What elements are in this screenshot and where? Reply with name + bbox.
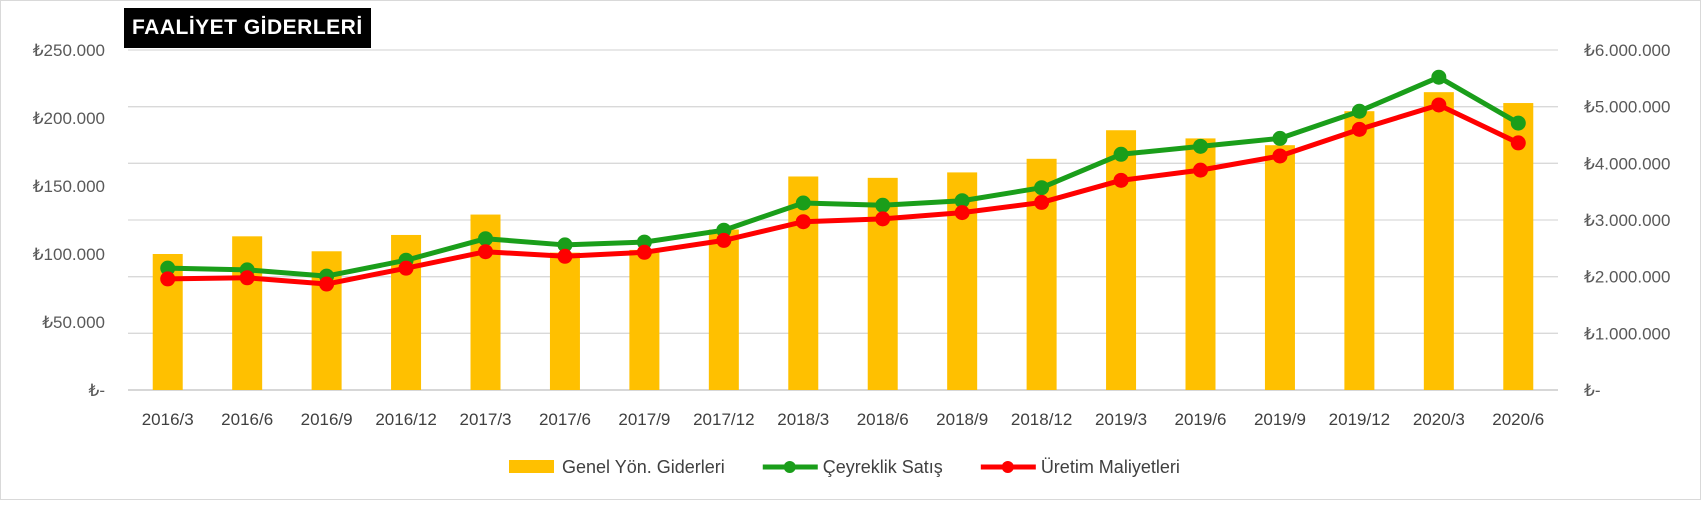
x-tick-label: 2017/3 bbox=[460, 410, 512, 429]
line-point bbox=[795, 214, 811, 230]
line-point bbox=[1193, 162, 1208, 178]
line-point bbox=[160, 271, 176, 287]
left-axis-tick-label: ₺- bbox=[89, 381, 105, 400]
line-point bbox=[1113, 146, 1129, 162]
x-tick-label: 2020/6 bbox=[1492, 410, 1544, 429]
legend-marker bbox=[1001, 461, 1014, 473]
x-tick-label: 2018/12 bbox=[1011, 410, 1072, 429]
x-tick-label: 2019/12 bbox=[1329, 410, 1390, 429]
left-axis-tick-label: ₺150.000 bbox=[33, 177, 105, 196]
bar bbox=[1185, 138, 1216, 390]
right-axis-tick-label: ₺5.000.000 bbox=[1584, 98, 1670, 117]
x-tick-label: 2016/12 bbox=[375, 410, 436, 429]
right-axis-tick-label: ₺3.000.000 bbox=[1584, 211, 1670, 230]
legend-label: Çeyreklik Satış bbox=[823, 457, 943, 477]
line-point bbox=[1431, 69, 1447, 85]
x-tick-label: 2019/9 bbox=[1254, 410, 1306, 429]
x-tick-label: 2019/6 bbox=[1175, 410, 1227, 429]
line-point bbox=[1113, 172, 1129, 188]
line-point bbox=[1272, 130, 1288, 146]
legend-label: Genel Yön. Giderleri bbox=[562, 457, 725, 477]
left-axis-tick-label: ₺100.000 bbox=[33, 245, 105, 264]
legend-marker bbox=[783, 461, 796, 473]
line-point bbox=[1193, 138, 1208, 154]
line-point bbox=[478, 231, 493, 247]
right-axis-tick-label: ₺4.000.000 bbox=[1584, 154, 1670, 173]
bar bbox=[788, 176, 819, 390]
line-point bbox=[795, 195, 811, 211]
x-tick-label: 2019/3 bbox=[1095, 410, 1147, 429]
line-point bbox=[239, 270, 255, 286]
left-axis-tick-label: ₺200.000 bbox=[33, 109, 105, 128]
line-point bbox=[319, 276, 335, 292]
line-point bbox=[478, 244, 493, 260]
x-tick-label: 2017/9 bbox=[618, 410, 670, 429]
line-point bbox=[1431, 97, 1447, 113]
x-tick-label: 2016/6 bbox=[221, 410, 273, 429]
right-axis-tick-label: ₺6.000.000 bbox=[1584, 41, 1670, 60]
line-point bbox=[1510, 115, 1526, 131]
line-point bbox=[1510, 135, 1526, 151]
line-point bbox=[1351, 121, 1367, 137]
bar bbox=[1264, 145, 1295, 390]
x-tick-label: 2018/3 bbox=[777, 410, 829, 429]
line-point bbox=[1034, 180, 1050, 196]
bar bbox=[1423, 92, 1454, 390]
bar bbox=[549, 252, 580, 390]
bar bbox=[1503, 103, 1534, 390]
legend-swatch bbox=[509, 460, 554, 473]
line-point bbox=[636, 244, 652, 260]
x-tick-label: 2017/12 bbox=[693, 410, 754, 429]
line-point bbox=[954, 193, 970, 209]
x-tick-label: 2017/6 bbox=[539, 410, 591, 429]
series-line bbox=[165, 74, 1521, 279]
x-tick-label: 2016/3 bbox=[142, 410, 194, 429]
line-point bbox=[1351, 103, 1367, 119]
line-point bbox=[954, 205, 970, 221]
line-point bbox=[1034, 194, 1050, 210]
bar bbox=[232, 236, 263, 390]
chart-title: FAALİYET GİDERLERİ bbox=[124, 8, 371, 48]
bar bbox=[708, 229, 739, 390]
series-line bbox=[165, 102, 1521, 287]
line-point bbox=[1272, 148, 1288, 164]
bar bbox=[1344, 111, 1375, 390]
right-axis-tick-label: ₺- bbox=[1584, 381, 1600, 400]
x-tick-label: 2020/3 bbox=[1413, 410, 1465, 429]
line-point bbox=[875, 211, 891, 227]
right-axis-tick-label: ₺1.000.000 bbox=[1584, 324, 1670, 343]
bar bbox=[1106, 130, 1137, 391]
line-point bbox=[557, 248, 573, 264]
legend-label: Üretim Maliyetleri bbox=[1041, 457, 1180, 477]
bar bbox=[629, 249, 660, 390]
line-point bbox=[875, 197, 891, 213]
line-point bbox=[398, 260, 414, 276]
left-axis-tick-label: ₺250.000 bbox=[33, 41, 105, 60]
right-axis-tick-label: ₺2.000.000 bbox=[1584, 268, 1670, 287]
line-point bbox=[716, 232, 732, 248]
x-tick-label: 2018/6 bbox=[857, 410, 909, 429]
x-tick-label: 2018/9 bbox=[936, 410, 988, 429]
left-axis-tick-label: ₺50.000 bbox=[42, 313, 105, 332]
x-tick-label: 2016/9 bbox=[301, 410, 353, 429]
